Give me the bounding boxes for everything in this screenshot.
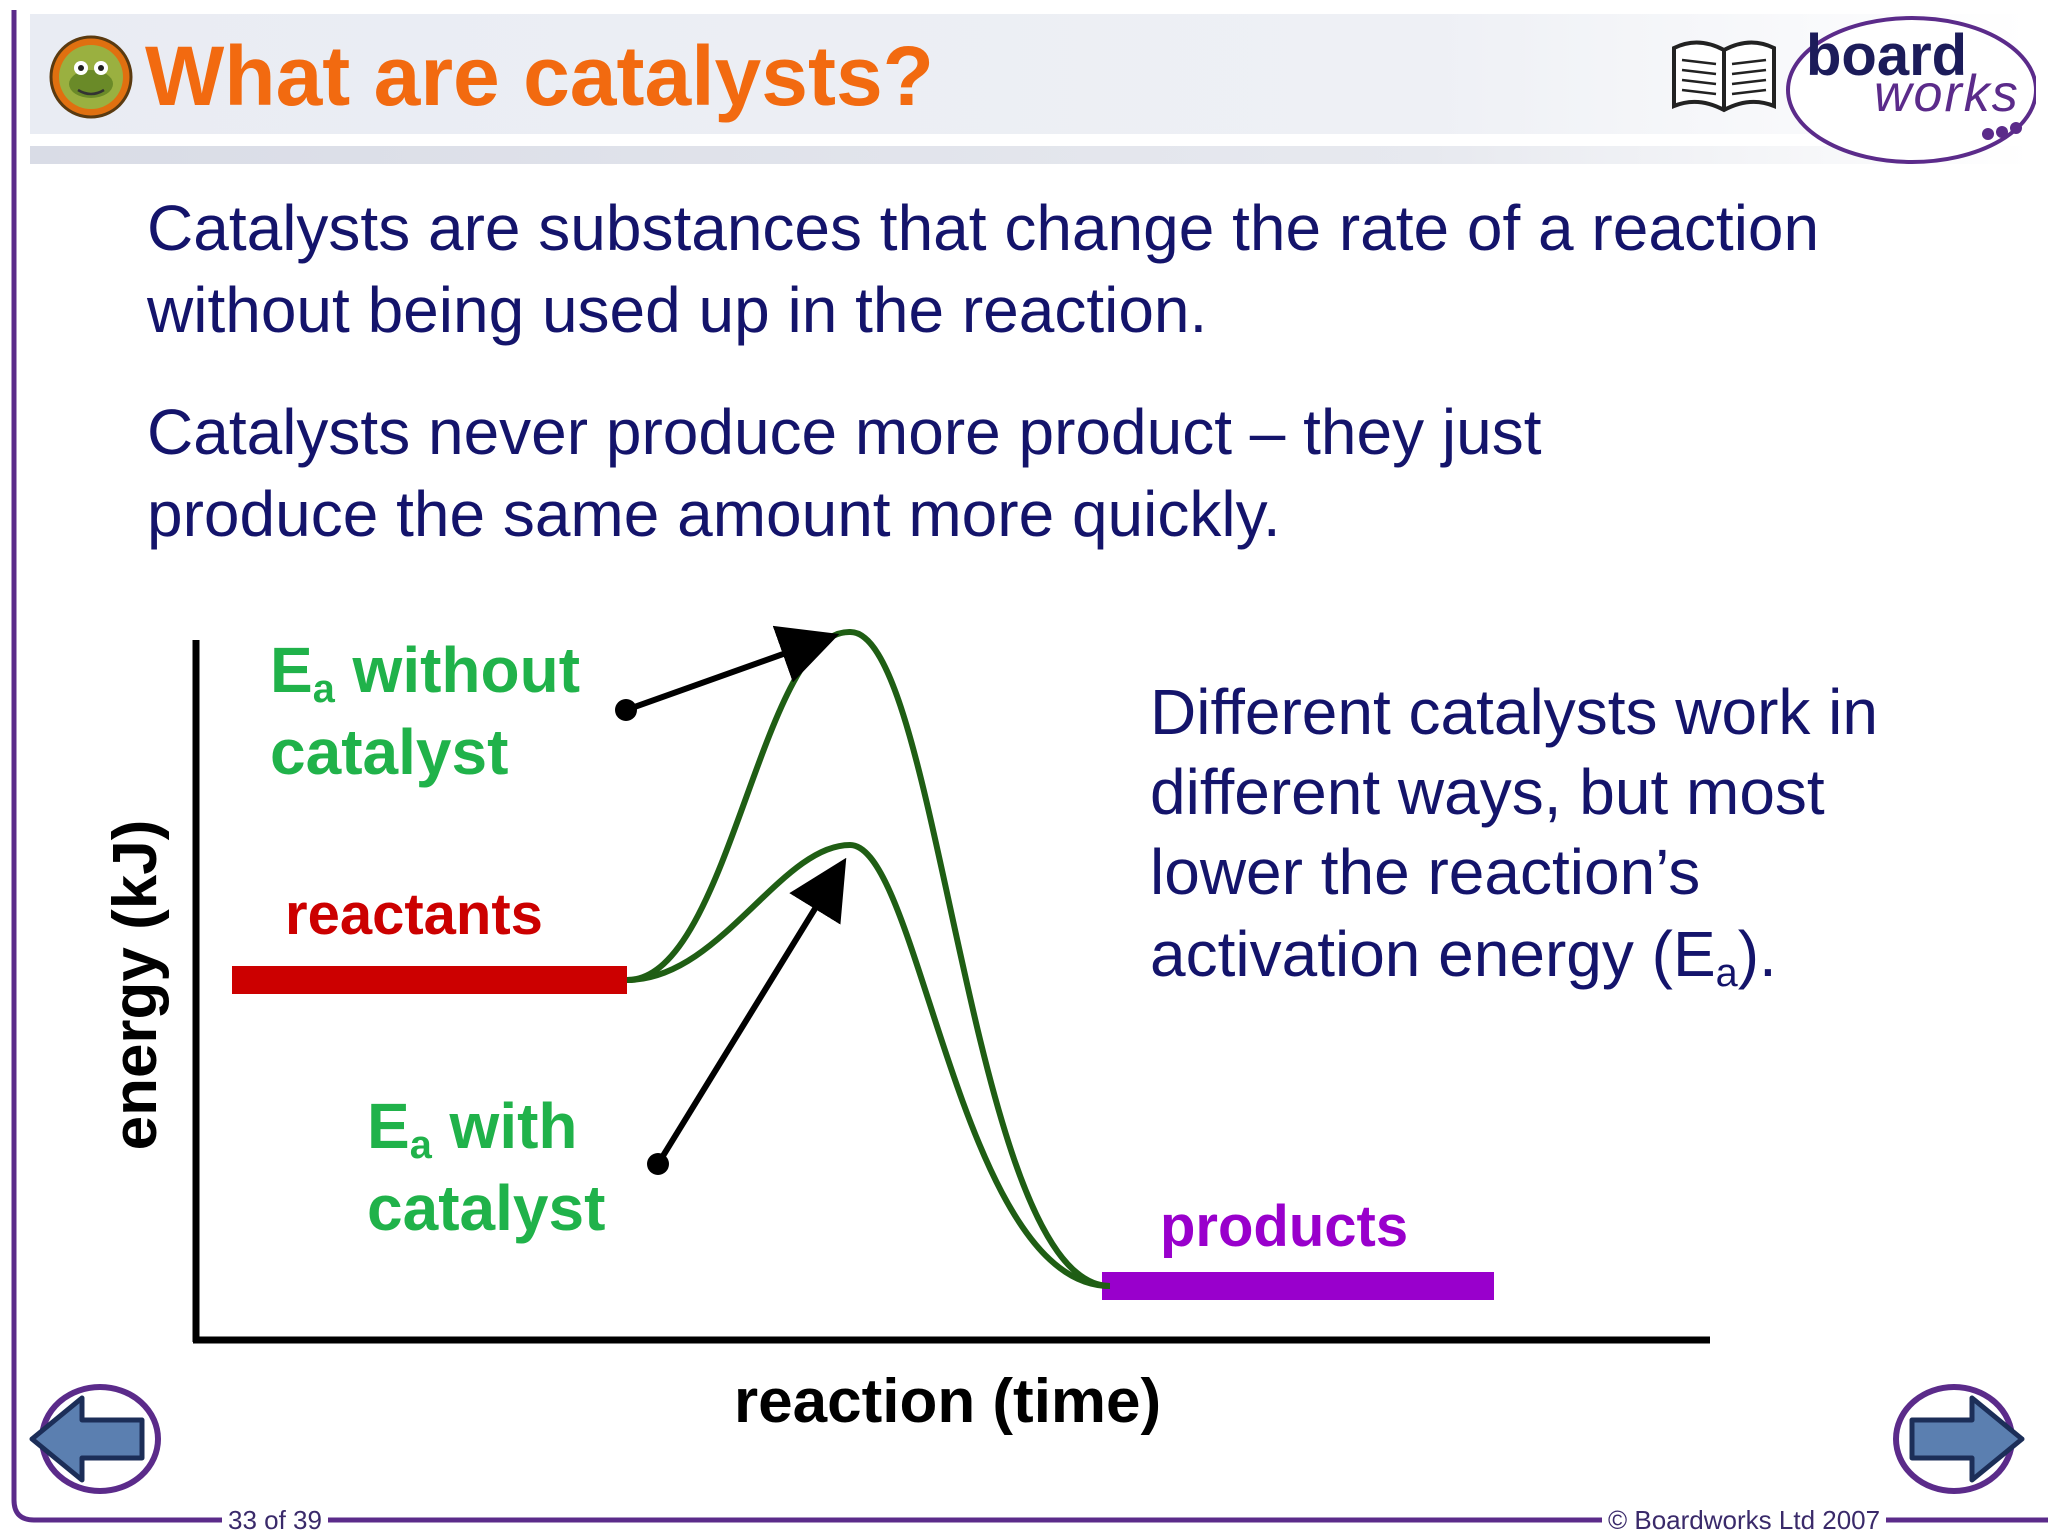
side-text-line-2: different ways, but most — [1150, 756, 1825, 828]
ea-without-label-line2: catalyst — [270, 716, 509, 788]
paragraph-2-line-2: produce the same amount more quickly. — [147, 478, 1281, 550]
x-axis-label: reaction (time) — [734, 1367, 1162, 1436]
boardworks-logo: board works — [1784, 8, 2036, 166]
frog-badge-icon — [49, 35, 133, 119]
side-text-line-4: activation energy (Ea). — [1150, 914, 1777, 1013]
ea-without-sub: a — [312, 666, 335, 711]
side-text-line-1: Different catalysts work in — [1150, 676, 1878, 748]
side-text-line-4-post: ). — [1737, 918, 1777, 990]
paragraph-1-line-2: without being used up in the reaction. — [147, 274, 1208, 346]
products-label: products — [1160, 1194, 1409, 1259]
page-counter: 33 of 39 — [222, 1504, 328, 1536]
open-book-icon — [1672, 40, 1776, 113]
logo-word-works: works — [1874, 65, 2020, 123]
paragraph-1-line-1: Catalysts are substances that change the… — [147, 192, 1820, 264]
y-axis-label: energy (kJ) — [101, 819, 170, 1151]
side-text-line-4-pre: activation energy (E — [1150, 918, 1716, 990]
reactants-bar — [232, 966, 627, 994]
side-text-line-3: lower the reaction’s — [1150, 836, 1701, 908]
copyright-text: © Boardworks Ltd 2007 — [1602, 1504, 1887, 1536]
side-text-line-4-sub: a — [1715, 950, 1738, 995]
curve-without-catalyst — [626, 628, 1111, 1289]
ea-without-rest: without — [334, 634, 581, 706]
ea-without-E: E — [270, 634, 313, 706]
ea-without-arrow — [624, 625, 840, 713]
curve-with-catalyst — [626, 841, 1111, 1289]
ea-with-label: Ea with — [367, 1086, 578, 1185]
arrow-right-icon[interactable] — [1892, 1382, 2032, 1496]
ea-with-label-line2: catalyst — [367, 1172, 606, 1244]
arrow-left-icon[interactable] — [22, 1382, 162, 1496]
logo-word-board: board — [1806, 23, 1968, 88]
ea-with-arrow — [655, 857, 847, 1166]
ea-with-sub: a — [409, 1122, 432, 1167]
paragraph-2-line-1: Catalysts never produce more product – t… — [147, 396, 1542, 468]
products-bar — [1102, 1272, 1494, 1300]
ea-with-E: E — [367, 1090, 410, 1162]
ea-with-rest: with — [431, 1090, 578, 1162]
title-underline-bar — [30, 146, 2030, 164]
ea-without-label: Ea without — [270, 630, 580, 729]
reactants-label: reactants — [285, 882, 543, 947]
slide-title: What are catalysts? — [145, 29, 934, 123]
